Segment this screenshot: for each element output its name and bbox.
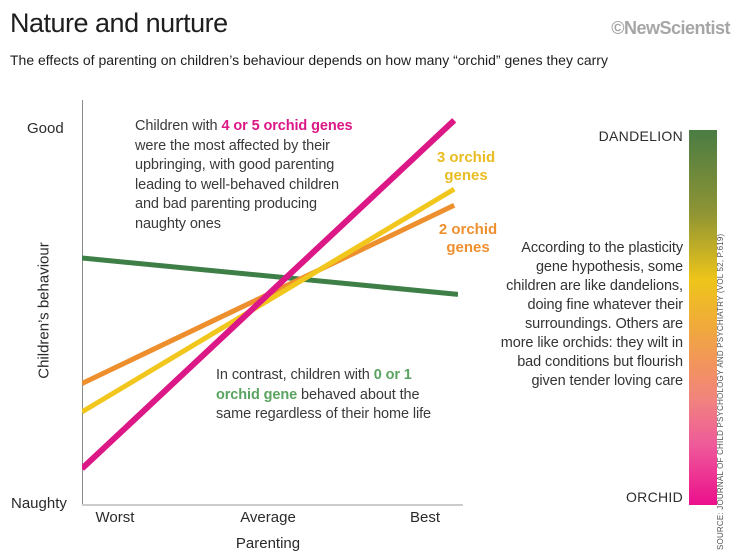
y-axis-title: Children’s behaviour	[35, 242, 53, 379]
y-tick-good: Good	[27, 120, 64, 137]
x-tick-worst: Worst	[95, 509, 135, 526]
annotation-high-post: were the most affected by their upbringi…	[135, 137, 339, 232]
page-title: Nature and nurture	[10, 8, 228, 38]
y-axis-line	[82, 100, 83, 506]
annotation-high-plasticity: Children with 4 or 5 orchid genes were t…	[135, 117, 385, 234]
y-tick-naughty: Naughty	[11, 495, 67, 512]
chart-subtitle: The effects of parenting on children’s b…	[10, 52, 608, 68]
spectrum-top-label-dandelion: DANDELION	[598, 128, 683, 144]
plasticity-explanation-text: According to the plasticity gene hypothe…	[500, 240, 683, 389]
series-label-3-orchid-genes: 3 orchid genes	[436, 149, 496, 184]
annotation-high-pre: Children with	[135, 118, 222, 134]
series-line-2	[82, 186, 456, 415]
annotation-low-pre: In contrast, children with	[216, 367, 374, 383]
spectrum-bottom-label-orchid: ORCHID	[625, 489, 683, 505]
annotation-low-plasticity: In contrast, children with 0 or 1 orchid…	[216, 366, 476, 425]
x-tick-best: Best	[409, 509, 440, 526]
x-axis-line	[82, 504, 463, 506]
series-line-0	[82, 255, 458, 297]
annotation-low-highlight: 0 or 1 orchid gene	[216, 367, 412, 403]
annotation-low-post: behaved about the same regardless of the…	[216, 386, 432, 423]
chart-plot-area	[82, 118, 458, 471]
source-citation: SOURCE: JOURNAL OF CHILD PSYCHOLOGY AND …	[716, 233, 725, 550]
dandelion-orchid-gradient-bar	[689, 130, 717, 505]
x-axis-title: Parenting	[235, 535, 301, 552]
x-tick-average: Average	[240, 509, 296, 526]
series-label-2-orchid-genes: 2 orchid genes	[438, 221, 498, 256]
newscientist-logo: ©NewScientist	[611, 18, 730, 38]
annotation-high-highlight: 4 or 5 orchid genes	[221, 118, 353, 134]
series-line-3	[82, 118, 457, 471]
